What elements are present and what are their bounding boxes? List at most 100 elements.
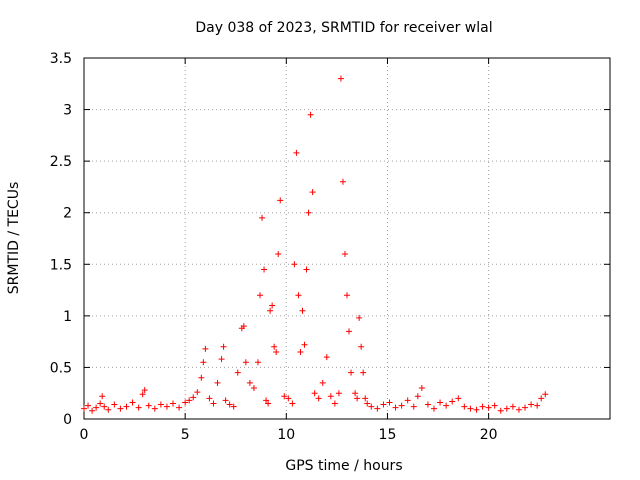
data-point [230,403,237,410]
data-point [222,397,229,404]
data-point [341,250,348,257]
data-point [374,405,381,412]
data-point [129,399,136,406]
data-point [291,261,298,268]
data-point [380,401,387,408]
data-point [198,374,205,381]
y-tick-label: 3 [63,103,72,119]
x-tick-label: 0 [80,427,89,443]
data-point [105,406,112,413]
data-point [303,266,310,273]
x-tick-labels: 0 5 10 15 20 [80,427,498,443]
data-point [157,401,164,408]
data-point [491,402,498,409]
axis-ticks [83,57,610,420]
x-tick-label: 10 [277,427,295,443]
data-point [315,395,322,402]
data-point [323,354,330,361]
data-point [309,189,316,196]
data-point [139,391,146,398]
data-point [123,403,130,410]
data-point [81,405,87,412]
y-tick-label: 1 [63,309,72,325]
data-point [497,407,504,414]
data-point [261,266,268,273]
data-point [99,393,106,400]
data-point [301,341,308,348]
data-point [93,404,100,411]
data-point [368,403,375,410]
data-point [414,393,421,400]
data-point [335,390,342,397]
data-point [259,214,266,221]
data-point [214,379,221,386]
data-point [163,403,170,410]
data-point [455,395,462,402]
data-point [392,404,399,411]
x-tick-label: 20 [480,427,498,443]
data-point [473,406,480,413]
data-point [449,398,456,405]
data-point [89,407,96,414]
data-point [246,379,253,386]
data-point [307,111,314,118]
data-point [170,400,177,407]
data-point [200,359,207,366]
data-point [479,403,486,410]
data-point [311,390,318,397]
data-point [418,385,425,392]
data-point [398,402,405,409]
data-point [240,323,247,330]
data-point [534,402,541,409]
data-point [265,400,272,407]
data-point [327,393,334,400]
data-point [485,404,492,411]
data-point [305,209,312,216]
data-point [528,401,535,408]
data-points [81,75,549,414]
data-point [151,405,158,412]
data-point [226,401,233,408]
data-point [364,400,371,407]
data-point [218,356,225,363]
data-point [461,403,468,410]
data-point [220,343,227,350]
data-point [404,397,411,404]
data-point [424,401,431,408]
data-point [202,345,209,352]
y-tick-label: 2.5 [50,154,72,170]
x-tick-label: 5 [181,427,190,443]
data-point [257,292,264,299]
data-point [295,292,302,299]
data-point [437,399,444,406]
data-point [277,197,284,204]
data-point [242,359,249,366]
data-point [344,292,350,299]
data-point [250,385,257,392]
data-point [509,403,516,410]
data-point [299,307,306,314]
data-point [267,307,274,314]
data-point [358,343,365,350]
data-point [293,149,300,156]
y-axis-label: SRMTID / TECUs [6,182,22,295]
x-axis-label: GPS time / hours [285,458,402,474]
data-point [85,402,92,409]
data-point [234,369,241,376]
data-point [176,404,183,411]
data-point [430,405,437,412]
data-point [190,394,197,401]
data-point [281,393,288,400]
data-point [263,397,270,404]
data-point [206,395,213,402]
data-point [352,390,359,397]
y-tick-labels: 0 0.5 1 1.5 2 2.5 3 3.5 [50,51,72,428]
data-point [271,343,278,350]
data-point [542,391,549,398]
data-point [273,348,280,355]
data-point [182,399,189,406]
data-point [360,369,367,376]
data-point [410,403,417,410]
y-tick-label: 1.5 [50,257,72,273]
